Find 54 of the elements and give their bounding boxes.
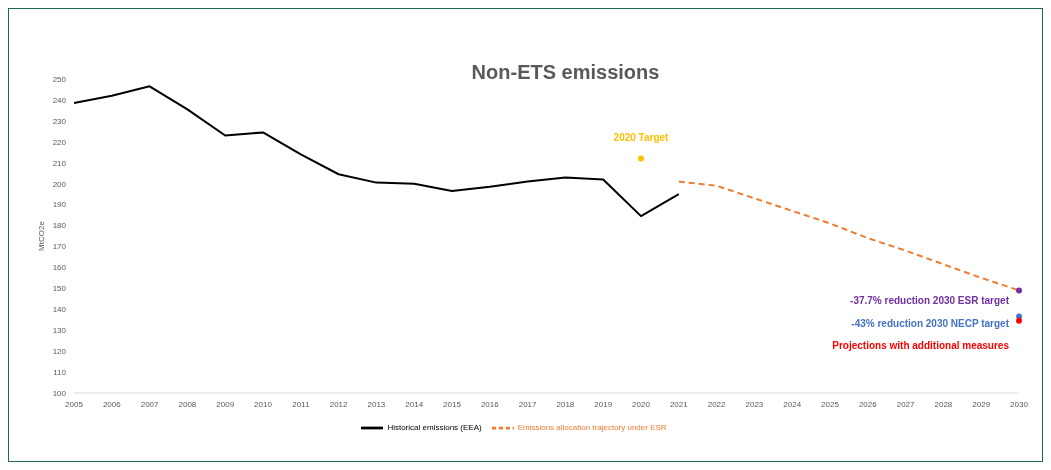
x-tick-label: 2018 xyxy=(556,399,575,409)
x-tick-label: 2021 xyxy=(669,399,689,409)
y-tick-label: 120 xyxy=(52,346,67,356)
y-tick-label: 190 xyxy=(52,200,67,210)
y-tick-label: 140 xyxy=(52,305,67,315)
x-tick-label: 2014 xyxy=(405,399,424,409)
y-tick-label: 220 xyxy=(52,137,67,147)
y-tick-label: 130 xyxy=(52,326,67,336)
y-tick-label: 180 xyxy=(52,221,67,231)
x-tick-label: 2016 xyxy=(480,399,500,409)
x-tick-label: 2022 xyxy=(707,399,727,409)
line-series xyxy=(73,85,680,218)
x-tick-label: 2026 xyxy=(858,399,878,409)
y-tick-label: 210 xyxy=(52,158,67,168)
x-tick-label: 2017 xyxy=(518,399,538,409)
x-tick-label: 2020 xyxy=(632,399,651,409)
x-tick-label: 2006 xyxy=(102,399,122,409)
y-tick-label: 250 xyxy=(52,74,67,84)
point xyxy=(638,155,644,162)
y-tick-label: 150 xyxy=(52,284,67,294)
x-tick-label: 2029 xyxy=(972,399,991,409)
y-tick-label: 170 xyxy=(52,242,67,252)
point xyxy=(1016,287,1022,294)
x-tick-label: 2008 xyxy=(178,399,197,409)
x-tick-label: 2009 xyxy=(216,399,235,409)
x-tick-label: 2024 xyxy=(783,399,802,409)
y-tick-label: 100 xyxy=(52,388,67,398)
chart-title: Non-ETS emissions xyxy=(470,61,661,84)
y-tick-label: 230 xyxy=(52,116,67,126)
y-tick-label: 110 xyxy=(53,367,67,377)
point xyxy=(1016,317,1022,324)
x-tick-label: 2025 xyxy=(821,399,840,409)
y-tick-label: 160 xyxy=(52,263,67,273)
legend-label: Emissions allocation trajectory under ESR xyxy=(517,423,667,433)
x-tick-label: 2028 xyxy=(934,399,953,409)
legend-label: Historical emissions (EEA) xyxy=(387,423,482,433)
series-label: 2020 Target xyxy=(613,131,670,143)
y-tick-label: 200 xyxy=(52,179,67,189)
x-tick-label: 2019 xyxy=(594,399,613,409)
series-label: -43% reduction 2030 NECP target xyxy=(851,317,1010,329)
x-tick-label: 2012 xyxy=(329,399,349,409)
x-tick-label: 2010 xyxy=(254,399,273,409)
series-label: -37.7% reduction 2030 ESR target xyxy=(850,295,1010,307)
x-tick-label: 2023 xyxy=(745,399,764,409)
x-tick-label: 2007 xyxy=(140,399,160,409)
x-tick-label: 2011 xyxy=(292,399,310,409)
x-tick-label: 2027 xyxy=(896,399,916,409)
y-tick-label: 240 xyxy=(52,95,67,105)
y-axis-title: MtCO2e xyxy=(36,220,46,251)
x-tick-label: 2015 xyxy=(443,399,462,409)
x-tick-label: 2005 xyxy=(65,399,84,409)
x-tick-label: 2013 xyxy=(367,399,386,409)
x-tick-label: 2030 xyxy=(1010,399,1029,409)
series-label: Projections with additional measures xyxy=(832,339,1010,351)
